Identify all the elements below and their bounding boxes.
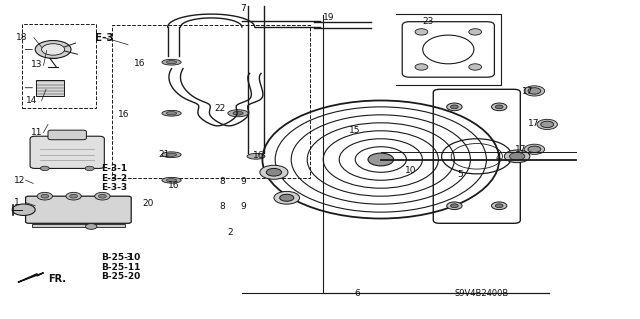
Text: 23: 23	[422, 17, 434, 26]
Text: B-25-20: B-25-20	[101, 272, 140, 281]
Circle shape	[40, 166, 49, 171]
Text: B-25-10: B-25-10	[101, 253, 140, 262]
Circle shape	[12, 204, 35, 216]
Text: 10: 10	[404, 166, 416, 175]
Text: 9: 9	[240, 202, 246, 211]
Circle shape	[85, 224, 97, 229]
Bar	[22, 24, 96, 108]
Text: 4: 4	[496, 153, 502, 162]
Text: E-3-2: E-3-2	[101, 174, 127, 182]
Text: 2: 2	[227, 228, 233, 237]
Circle shape	[447, 202, 462, 210]
Text: 6: 6	[354, 289, 360, 298]
Text: 1: 1	[14, 198, 20, 207]
Text: S9V4B2400B: S9V4B2400B	[454, 289, 509, 298]
Text: 8: 8	[219, 202, 225, 211]
Circle shape	[85, 166, 94, 171]
Text: 16: 16	[168, 181, 179, 189]
Circle shape	[451, 105, 458, 109]
Circle shape	[41, 194, 49, 198]
Circle shape	[541, 121, 554, 128]
Text: 11: 11	[31, 128, 42, 137]
Text: 5: 5	[458, 170, 463, 179]
Text: E-3-3: E-3-3	[101, 183, 127, 192]
Circle shape	[99, 194, 106, 198]
Text: E-3: E-3	[95, 33, 113, 43]
Text: 20: 20	[142, 199, 154, 208]
Circle shape	[504, 150, 530, 163]
Text: 17: 17	[522, 87, 533, 96]
Text: 14: 14	[26, 96, 37, 105]
Ellipse shape	[233, 111, 243, 115]
Circle shape	[495, 105, 503, 109]
Circle shape	[451, 204, 458, 208]
Circle shape	[495, 204, 503, 208]
Circle shape	[509, 152, 525, 160]
Circle shape	[260, 165, 288, 179]
Text: 22: 22	[214, 104, 226, 113]
Text: 15: 15	[349, 126, 360, 135]
Text: B-25-11: B-25-11	[101, 263, 141, 272]
Text: 18: 18	[16, 33, 28, 42]
Text: 13: 13	[31, 60, 42, 69]
Text: 21: 21	[159, 150, 170, 159]
Ellipse shape	[166, 153, 177, 156]
Ellipse shape	[247, 153, 265, 159]
Circle shape	[368, 153, 394, 166]
Circle shape	[280, 194, 294, 201]
Text: 19: 19	[323, 13, 335, 22]
Circle shape	[524, 86, 545, 96]
Circle shape	[537, 119, 557, 130]
Circle shape	[274, 191, 300, 204]
Text: 16: 16	[253, 151, 264, 160]
Circle shape	[524, 144, 545, 154]
Circle shape	[42, 44, 65, 55]
Circle shape	[469, 64, 482, 70]
Text: 16: 16	[118, 110, 130, 119]
Polygon shape	[18, 273, 44, 282]
Circle shape	[492, 103, 507, 111]
Text: E-3-1: E-3-1	[101, 164, 127, 173]
Bar	[36, 80, 64, 96]
Circle shape	[70, 194, 77, 198]
Text: FR.: FR.	[48, 274, 66, 284]
Text: 17: 17	[528, 119, 540, 128]
Circle shape	[35, 41, 71, 58]
Circle shape	[415, 64, 428, 70]
Ellipse shape	[162, 110, 181, 116]
Text: 17: 17	[515, 145, 527, 154]
Circle shape	[528, 146, 541, 152]
Circle shape	[528, 88, 541, 94]
Ellipse shape	[162, 59, 181, 65]
Bar	[32, 224, 125, 227]
Circle shape	[415, 29, 428, 35]
FancyBboxPatch shape	[26, 196, 131, 223]
Ellipse shape	[166, 112, 177, 115]
Text: 16: 16	[134, 59, 146, 68]
Ellipse shape	[166, 179, 177, 182]
Ellipse shape	[162, 152, 181, 158]
Text: 9: 9	[240, 177, 246, 186]
Bar	[112, 25, 310, 178]
FancyBboxPatch shape	[30, 136, 104, 168]
Text: 8: 8	[219, 177, 225, 186]
Circle shape	[37, 192, 52, 200]
Ellipse shape	[162, 177, 181, 183]
Circle shape	[266, 168, 282, 176]
Circle shape	[447, 103, 462, 111]
Ellipse shape	[166, 61, 177, 64]
Circle shape	[469, 29, 482, 35]
Circle shape	[66, 192, 81, 200]
Text: 3: 3	[125, 253, 131, 262]
Ellipse shape	[228, 110, 248, 117]
Text: 12: 12	[14, 176, 26, 185]
Circle shape	[95, 192, 110, 200]
Text: 7: 7	[240, 4, 246, 13]
Circle shape	[492, 202, 507, 210]
FancyBboxPatch shape	[48, 130, 86, 140]
